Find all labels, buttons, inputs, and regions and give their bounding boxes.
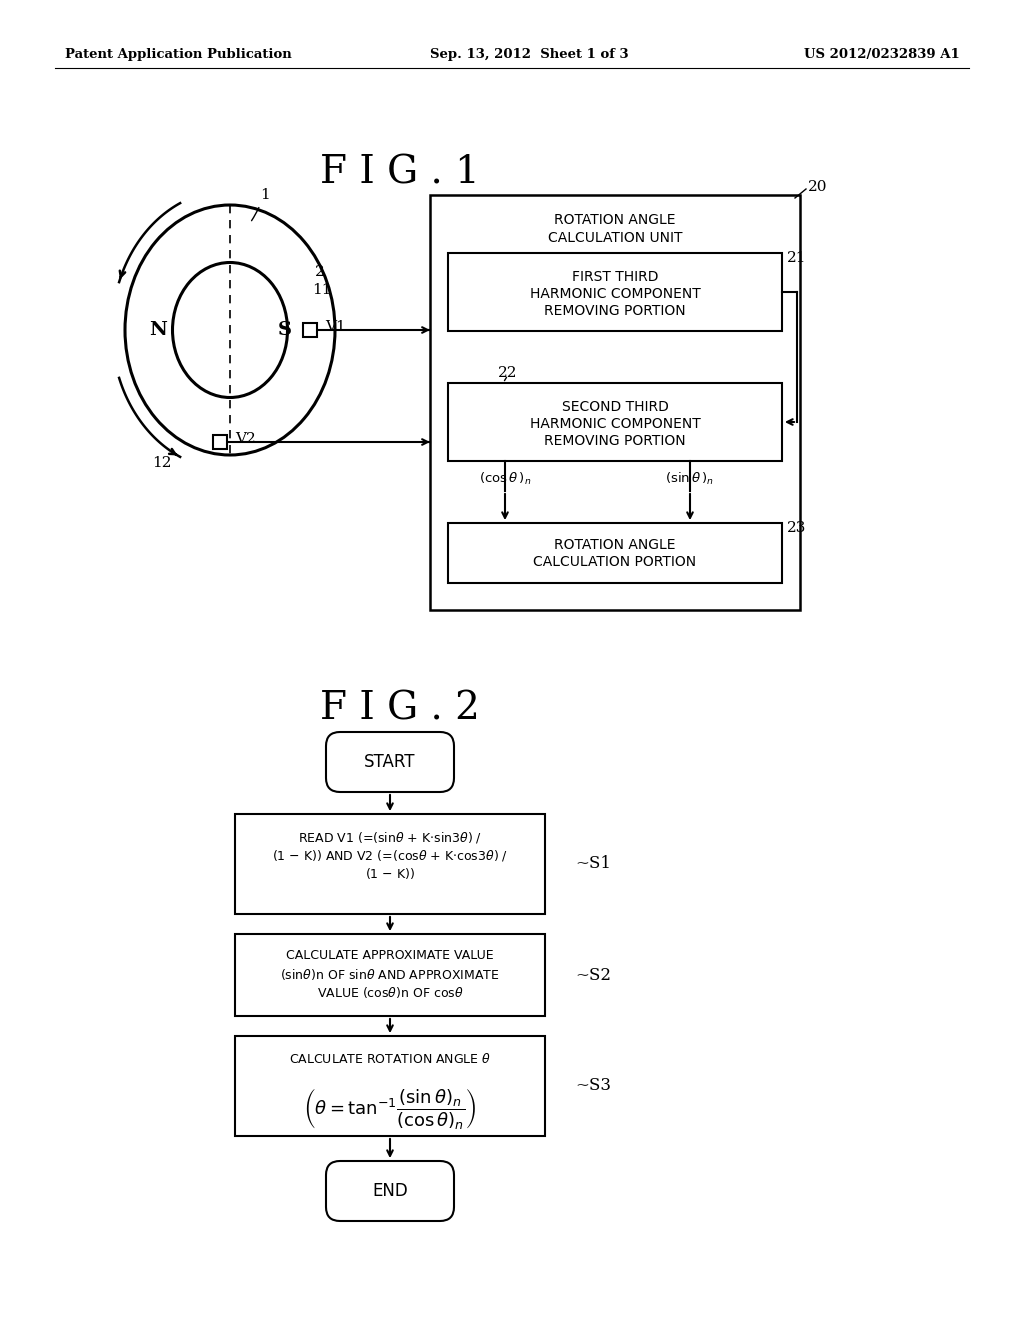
Text: VALUE (cos$\theta$)n OF cos$\theta$: VALUE (cos$\theta$)n OF cos$\theta$	[316, 985, 464, 1001]
Text: N: N	[150, 321, 167, 339]
FancyBboxPatch shape	[326, 733, 454, 792]
Text: Sep. 13, 2012  Sheet 1 of 3: Sep. 13, 2012 Sheet 1 of 3	[430, 48, 629, 61]
Bar	[449, 253, 782, 331]
Text: 20: 20	[808, 180, 827, 194]
FancyBboxPatch shape	[326, 1162, 454, 1221]
Text: US 2012/0232839 A1: US 2012/0232839 A1	[804, 48, 961, 61]
Text: FIRST THIRD: FIRST THIRD	[571, 271, 658, 284]
Bar	[234, 814, 545, 913]
Text: $(\cos\theta\,)_n$: $(\cos\theta\,)_n$	[479, 471, 531, 487]
Text: (sin$\theta$)n OF sin$\theta$ AND APPROXIMATE: (sin$\theta$)n OF sin$\theta$ AND APPROX…	[281, 968, 500, 982]
Text: CALCULATION PORTION: CALCULATION PORTION	[534, 554, 696, 569]
Text: $(\sin\theta\,)_n$: $(\sin\theta\,)_n$	[666, 471, 715, 487]
Text: START: START	[365, 752, 416, 771]
Text: ~S2: ~S2	[575, 966, 611, 983]
Text: ROTATION ANGLE: ROTATION ANGLE	[554, 213, 676, 227]
Text: HARMONIC COMPONENT: HARMONIC COMPONENT	[529, 286, 700, 301]
Text: F I G . 2: F I G . 2	[321, 690, 480, 727]
Text: HARMONIC COMPONENT: HARMONIC COMPONENT	[529, 417, 700, 432]
Text: 1: 1	[260, 187, 270, 202]
Text: REMOVING PORTION: REMOVING PORTION	[544, 304, 686, 318]
Text: (1 $-$ K)): (1 $-$ K))	[365, 866, 415, 880]
Text: ~S1: ~S1	[575, 855, 611, 873]
Text: 21: 21	[787, 251, 807, 265]
Text: S: S	[278, 321, 292, 339]
Bar	[303, 323, 317, 337]
Text: CALCULATE ROTATION ANGLE $\theta$: CALCULATE ROTATION ANGLE $\theta$	[289, 1052, 492, 1067]
Bar	[430, 195, 800, 610]
Text: ROTATION ANGLE: ROTATION ANGLE	[554, 539, 676, 552]
Text: 11: 11	[312, 282, 332, 297]
Ellipse shape	[125, 205, 335, 455]
Text: V1: V1	[325, 319, 346, 334]
Text: CALCULATE APPROXIMATE VALUE: CALCULATE APPROXIMATE VALUE	[286, 949, 494, 962]
Text: 22: 22	[498, 366, 517, 380]
Text: READ V1 (=(sin$\theta$ + K$\cdot$sin3$\theta$) /: READ V1 (=(sin$\theta$ + K$\cdot$sin3$\t…	[298, 830, 482, 845]
Text: $\left(\theta = \tan^{-1}\!\dfrac{(\sin\theta)_n}{(\cos\theta)_n}\right)$: $\left(\theta = \tan^{-1}\!\dfrac{(\sin\…	[303, 1086, 477, 1131]
Text: Patent Application Publication: Patent Application Publication	[65, 48, 292, 61]
Text: (1 $-$ K)) AND V2 (=(cos$\theta$ + K$\cdot$cos3$\theta$) /: (1 $-$ K)) AND V2 (=(cos$\theta$ + K$\cd…	[272, 847, 508, 863]
Bar	[449, 383, 782, 461]
Bar	[234, 1036, 545, 1137]
Text: 12: 12	[153, 455, 172, 470]
Text: 2: 2	[315, 265, 325, 279]
Text: CALCULATION UNIT: CALCULATION UNIT	[548, 231, 682, 246]
Bar	[213, 436, 227, 449]
Text: ~S3: ~S3	[575, 1077, 611, 1094]
Bar	[449, 523, 782, 583]
Text: REMOVING PORTION: REMOVING PORTION	[544, 434, 686, 447]
Ellipse shape	[172, 263, 288, 397]
Bar	[234, 935, 545, 1016]
Text: V2: V2	[234, 432, 256, 446]
Text: END: END	[372, 1181, 408, 1200]
Text: SECOND THIRD: SECOND THIRD	[561, 400, 669, 414]
Text: F I G . 1: F I G . 1	[321, 154, 480, 191]
Text: 23: 23	[787, 521, 806, 535]
